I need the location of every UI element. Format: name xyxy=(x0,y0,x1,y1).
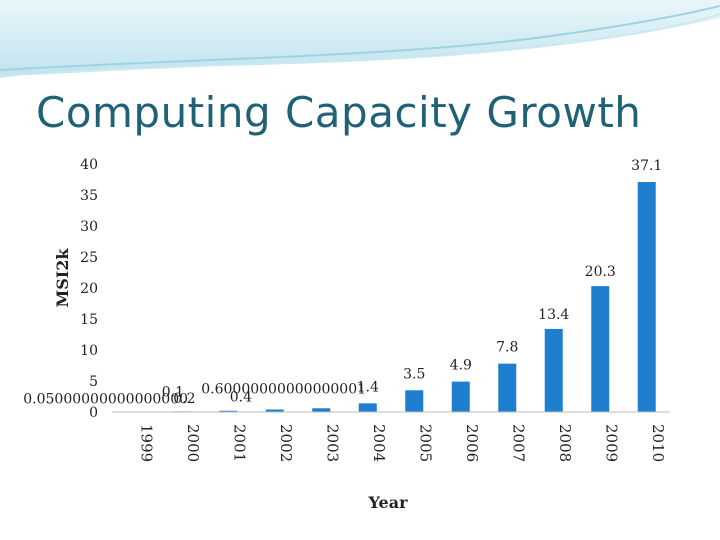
y-axis-ticks: 0 5 10 15 20 25 30 35 40 xyxy=(80,157,98,421)
x-axis-label: Year xyxy=(367,493,408,512)
x-tick-label: 2009 xyxy=(602,424,620,462)
data-label: 0.2 xyxy=(173,391,195,407)
x-tick-label: 2000 xyxy=(184,424,202,462)
bar-2001 xyxy=(219,410,238,412)
slide-title: Computing Capacity Growth xyxy=(36,88,642,137)
y-tick-label: 0 xyxy=(89,405,98,421)
data-label: 3.5 xyxy=(403,366,425,382)
y-axis-label: MSI2k xyxy=(53,248,72,308)
y-tick-label: 35 xyxy=(80,188,98,204)
bar-2007 xyxy=(498,363,517,412)
y-tick-label: 5 xyxy=(89,374,98,390)
y-tick-label: 30 xyxy=(80,219,98,235)
bar-2005 xyxy=(405,390,424,412)
banner-wave-fill xyxy=(0,0,720,78)
bar-2006 xyxy=(451,381,470,412)
x-axis-ticks: 1999 2000 2001 2002 2003 2004 2005 2006 2007 2008… xyxy=(137,424,667,462)
header-banner-decoration xyxy=(0,0,720,78)
banner-wave-line xyxy=(0,5,720,71)
x-tick-label: 2004 xyxy=(370,424,388,462)
data-label: 0.05000000000000000 xyxy=(23,392,188,408)
bar-2002 xyxy=(265,409,284,412)
y-tick-label: 40 xyxy=(80,157,98,173)
x-tick-label: 2006 xyxy=(463,424,481,462)
data-label: 0.60000000000000001 xyxy=(201,381,366,397)
x-tick-label: 2003 xyxy=(323,424,341,462)
bar-2008 xyxy=(544,328,563,412)
x-tick-label: 2005 xyxy=(416,424,434,462)
data-label: 0.4 xyxy=(230,390,252,406)
data-label: 1.4 xyxy=(357,379,379,395)
y-tick-label: 20 xyxy=(80,281,98,297)
x-tick-label: 2002 xyxy=(277,424,295,462)
bar-2009 xyxy=(591,286,610,412)
bars xyxy=(126,181,656,413)
x-tick-label: 2001 xyxy=(230,424,248,462)
bar-2003 xyxy=(312,408,331,412)
data-label: 13.4 xyxy=(538,307,569,323)
x-tick-label: 2008 xyxy=(556,424,574,462)
bar-2004 xyxy=(358,403,377,412)
y-tick-label: 25 xyxy=(80,250,98,266)
y-tick-label: 10 xyxy=(80,343,98,359)
banner-wave-line-2 xyxy=(0,13,720,77)
x-tick-label: 1999 xyxy=(137,424,155,462)
data-label: 37.1 xyxy=(631,158,662,174)
data-label: 20.3 xyxy=(585,264,616,280)
data-label: 0.1 xyxy=(162,384,184,400)
x-tick-label: 2007 xyxy=(509,424,527,462)
data-label: 7.8 xyxy=(496,340,518,356)
x-tick-label: 2010 xyxy=(649,424,667,462)
bar-2010 xyxy=(637,181,656,412)
data-label: 4.9 xyxy=(450,358,472,374)
y-tick-label: 15 xyxy=(80,312,98,328)
